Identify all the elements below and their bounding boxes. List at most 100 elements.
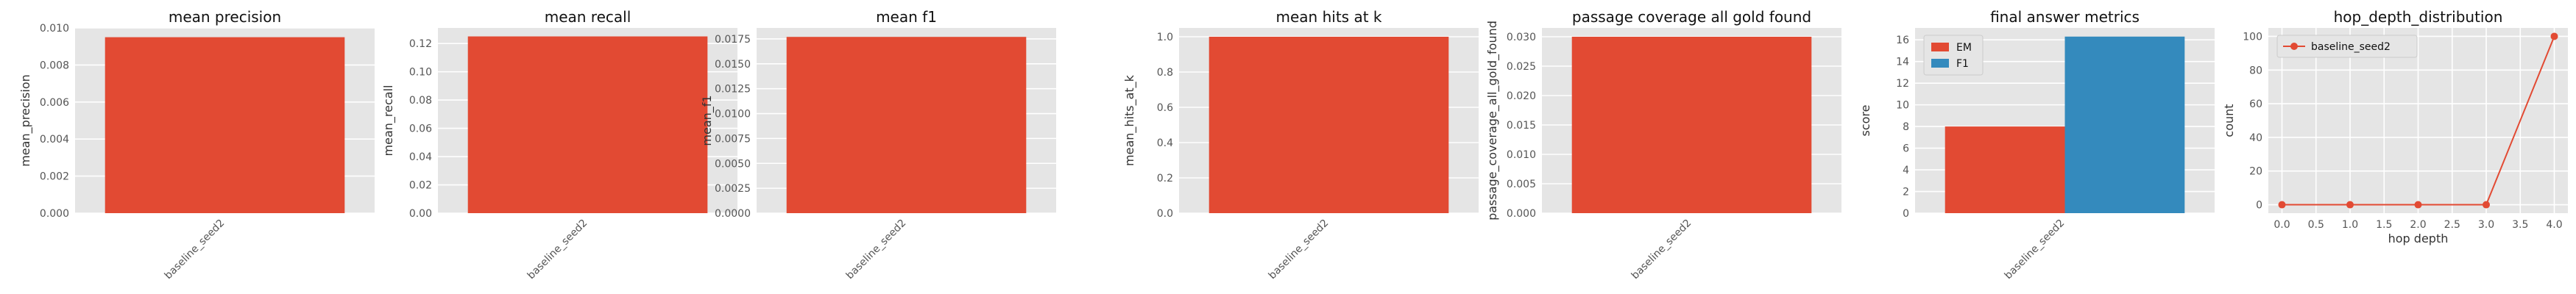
chart-title: hop_depth_distribution <box>2334 8 2503 26</box>
x-tick-label: baseline_seed2 <box>2003 218 2067 282</box>
y-tick-label: 0.025 <box>1507 61 1536 73</box>
chart-title: passage coverage all gold found <box>1572 8 1811 26</box>
x-axis-label: hop depth <box>2388 232 2449 245</box>
x-tick-label: 1.5 <box>2376 219 2392 231</box>
y-axis-label: mean_hits_at_k <box>1122 74 1137 166</box>
y-tick-label: 6 <box>1903 143 1909 155</box>
x-tick-label: baseline_seed2 <box>1630 218 1694 282</box>
x-tick-label: 2.5 <box>2444 219 2460 231</box>
legend-label: F1 <box>1956 58 1969 70</box>
y-tick-label: 20 <box>2249 166 2262 178</box>
y-axis-label: mean_precision <box>18 74 33 167</box>
y-tick-label: 0.020 <box>1507 90 1536 102</box>
y-tick-label: 0.02 <box>409 180 432 192</box>
y-tick-label: 0.06 <box>409 123 432 135</box>
y-axis-label: score <box>1858 105 1872 137</box>
y-tick-label: 0.000 <box>1507 208 1536 220</box>
chart-title: mean precision <box>169 8 281 26</box>
y-tick-label: 0.004 <box>40 134 69 146</box>
y-tick-label: 0.002 <box>40 171 69 183</box>
legend-label: baseline_seed2 <box>2311 41 2391 53</box>
y-tick-label: 0.6 <box>1157 102 1173 114</box>
y-tick-label: 0.00 <box>409 208 432 220</box>
y-axis-label: passage_coverage_all_gold_found <box>1485 21 1500 220</box>
y-axis-label: mean_f1 <box>700 95 715 146</box>
x-tick-label: baseline_seed2 <box>844 218 909 282</box>
y-tick-label: 0.0175 <box>715 34 751 46</box>
x-tick-label: 3.0 <box>2478 219 2494 231</box>
y-tick-label: 16 <box>1896 35 1909 46</box>
y-tick-label: 0.10 <box>409 67 432 79</box>
x-tick-label: baseline_seed2 <box>1267 218 1331 282</box>
y-tick-label: 60 <box>2249 98 2262 110</box>
y-tick-label: 2 <box>1903 187 1909 198</box>
legend-box <box>1924 35 1983 75</box>
bar <box>787 37 1027 213</box>
y-tick-label: 0.08 <box>409 95 432 107</box>
y-tick-label: 0 <box>1903 208 1909 220</box>
y-tick-label: 0.0125 <box>715 84 751 96</box>
legend-marker <box>2290 43 2298 50</box>
chart-title: final answer metrics <box>1990 8 2140 26</box>
y-tick-label: 10 <box>1896 100 1909 112</box>
data-point <box>2415 201 2422 209</box>
y-tick-label: 0.0000 <box>715 208 751 220</box>
y-tick-label: 0.2 <box>1157 173 1173 184</box>
x-tick-label: 2.0 <box>2410 219 2426 231</box>
y-tick-label: 0.0025 <box>715 183 751 195</box>
y-tick-label: 1.0 <box>1157 32 1173 43</box>
y-axis-label: mean_recall <box>381 85 396 157</box>
y-tick-label: 0.000 <box>40 208 69 220</box>
y-tick-label: 0.015 <box>1507 120 1536 132</box>
y-tick-label: 0.010 <box>40 23 69 35</box>
legend-label: EM <box>1956 42 1972 54</box>
y-tick-label: 0.0150 <box>715 59 751 71</box>
x-tick-label: 1.0 <box>2342 219 2358 231</box>
legend-swatch <box>1931 59 1949 68</box>
y-tick-label: 0.0 <box>1157 208 1173 220</box>
y-tick-label: 0.0050 <box>715 158 751 170</box>
x-tick-label: 0.5 <box>2308 219 2324 231</box>
y-tick-label: 0.005 <box>1507 179 1536 190</box>
y-tick-label: 100 <box>2243 31 2262 43</box>
y-tick-label: 0.030 <box>1507 32 1536 43</box>
data-point <box>2279 201 2286 209</box>
legend-swatch <box>1931 43 1949 51</box>
data-point <box>2346 201 2354 209</box>
chart-title: mean f1 <box>876 8 937 26</box>
y-tick-label: 0.0100 <box>715 109 751 121</box>
bar <box>1209 37 1449 213</box>
y-tick-label: 0.010 <box>1507 149 1536 161</box>
y-tick-label: 0.008 <box>40 60 69 71</box>
y-tick-label: 4 <box>1903 165 1909 176</box>
y-tick-label: 0.4 <box>1157 137 1173 149</box>
bar-f1 <box>2065 37 2185 213</box>
y-tick-label: 0.006 <box>40 97 69 109</box>
y-tick-label: 0.8 <box>1157 67 1173 79</box>
bar <box>105 37 345 213</box>
y-tick-label: 0.12 <box>409 38 432 50</box>
x-tick-label: 3.5 <box>2512 219 2528 231</box>
y-tick-label: 0 <box>2256 200 2262 212</box>
data-point <box>2551 32 2558 40</box>
x-tick-label: baseline_seed2 <box>163 218 227 282</box>
x-tick-label: 0.0 <box>2274 219 2290 231</box>
y-tick-label: 12 <box>1896 78 1909 90</box>
y-tick-label: 80 <box>2249 65 2262 76</box>
data-point <box>2483 201 2490 209</box>
y-tick-label: 0.04 <box>409 151 432 163</box>
x-tick-label: baseline_seed2 <box>526 218 590 282</box>
chart-title: mean recall <box>545 8 631 26</box>
y-axis-label: count <box>2222 104 2236 137</box>
bar-em <box>1945 126 2065 213</box>
y-tick-label: 14 <box>1896 57 1909 68</box>
y-tick-label: 0.0075 <box>715 133 751 145</box>
y-tick-label: 8 <box>1903 121 1909 133</box>
chart-title: mean hits at k <box>1276 8 1382 26</box>
y-tick-label: 40 <box>2249 132 2262 144</box>
bar <box>1572 37 1812 213</box>
bar <box>468 37 708 213</box>
x-tick-label: 4.0 <box>2546 219 2562 231</box>
